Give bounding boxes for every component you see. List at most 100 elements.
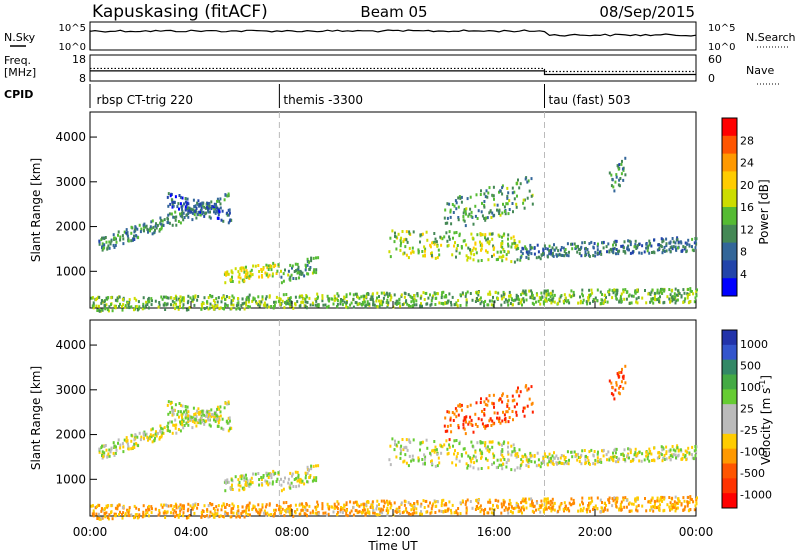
velocity-data-cell — [615, 500, 618, 504]
velocity-data-cell — [656, 499, 659, 503]
velocity-data-cell — [615, 383, 618, 387]
velocity-data-cell — [296, 508, 299, 512]
velocity-data-cell — [480, 441, 483, 445]
velocity-data-cell — [299, 477, 302, 481]
power-data-cell — [483, 200, 486, 203]
power-data-cell — [249, 272, 252, 276]
power-data-cell — [289, 296, 292, 300]
velocity-data-cell — [423, 453, 426, 457]
velocity-data-cell — [260, 482, 263, 485]
power-data-cell — [491, 232, 494, 236]
velocity-data-cell — [117, 441, 119, 445]
velocity-data-cell — [176, 413, 179, 417]
velocity-data-cell — [519, 464, 522, 468]
power-data-cell — [517, 302, 520, 306]
velocity-data-cell — [187, 410, 190, 414]
power-colorbar-tick: 28 — [740, 134, 754, 147]
power-data-cell — [298, 272, 301, 276]
power-data-cell — [224, 271, 227, 275]
velocity-data-cell — [524, 497, 527, 501]
velocity-data-cell — [529, 451, 532, 455]
power-data-cell — [653, 251, 656, 255]
power-data-cell — [543, 291, 546, 295]
power-data-cell — [557, 301, 560, 305]
power-data-cell — [596, 299, 599, 303]
power-data-cell — [677, 240, 680, 244]
power-data-cell — [688, 243, 691, 247]
velocity-data-cell — [483, 509, 485, 512]
velocity-data-cell — [398, 505, 401, 509]
power-data-cell — [525, 248, 528, 252]
velocity-data-cell — [228, 427, 231, 431]
velocity-data-cell — [92, 509, 95, 513]
velocity-data-cell — [251, 481, 254, 485]
velocity-data-cell — [557, 509, 560, 513]
velocity-data-cell — [511, 410, 514, 413]
velocity-data-cell — [454, 449, 456, 453]
velocity-data-cell — [237, 511, 240, 515]
velocity-data-cell — [568, 458, 570, 462]
power-data-cell — [689, 287, 692, 291]
velocity-colorbar-tick: 500 — [740, 360, 761, 373]
power-data-cell — [199, 202, 202, 206]
velocity-data-cell — [435, 448, 438, 452]
velocity-data-cell — [288, 507, 291, 511]
power-data-cell — [101, 236, 103, 240]
power-data-cell — [272, 306, 275, 310]
power-data-cell — [262, 266, 265, 269]
power-data-cell — [284, 268, 286, 272]
velocity-data-cell — [513, 405, 516, 409]
power-data-cell — [412, 230, 415, 234]
power-data-cell — [506, 300, 509, 304]
velocity-data-cell — [675, 456, 677, 460]
velocity-data-cell — [121, 506, 124, 509]
velocity-data-cell — [476, 425, 479, 428]
velocity-data-cell — [376, 513, 379, 517]
power-data-cell — [247, 300, 250, 304]
velocity-data-cell — [563, 509, 565, 513]
power-data-cell — [542, 300, 545, 304]
velocity-data-cell — [617, 460, 620, 464]
power-data-cell — [505, 202, 508, 206]
velocity-data-cell — [567, 462, 570, 466]
power-data-cell — [266, 266, 269, 270]
power-data-cell — [115, 237, 117, 241]
velocity-data-cell — [123, 438, 126, 442]
power-data-cell — [228, 219, 231, 223]
power-data-cell — [483, 203, 486, 207]
power-data-cell — [164, 308, 167, 311]
velocity-data-cell — [104, 515, 107, 519]
power-data-cell — [614, 239, 617, 243]
velocity-data-cell — [488, 448, 491, 452]
power-data-cell — [663, 249, 666, 253]
power-data-cell — [661, 251, 664, 255]
power-data-cell — [272, 261, 275, 265]
velocity-data-cell — [487, 466, 490, 470]
velocity-data-cell — [290, 481, 293, 485]
velocity-data-cell — [434, 500, 437, 504]
power-data-cell — [522, 289, 525, 293]
power-data-cell — [592, 245, 595, 249]
power-data-cell — [512, 299, 515, 303]
velocity-data-cell — [524, 454, 527, 458]
velocity-data-cell — [184, 405, 187, 408]
velocity-data-cell — [689, 495, 692, 499]
velocity-data-cell — [582, 506, 585, 510]
power-data-cell — [531, 202, 534, 206]
power-data-cell — [676, 246, 679, 250]
velocity-data-cell — [444, 416, 447, 420]
velocity-data-cell — [271, 482, 274, 486]
power-data-cell — [404, 292, 407, 296]
velocity-data-cell — [207, 515, 210, 519]
velocity-data-cell — [690, 498, 693, 501]
velocity-data-cell — [540, 504, 542, 508]
power-data-cell — [245, 269, 248, 273]
power-data-cell — [430, 254, 433, 257]
power-data-cell — [650, 244, 653, 248]
power-data-cell — [130, 305, 133, 309]
velocity-data-cell — [268, 473, 271, 477]
power-data-cell — [453, 204, 456, 208]
velocity-data-cell — [479, 401, 482, 404]
